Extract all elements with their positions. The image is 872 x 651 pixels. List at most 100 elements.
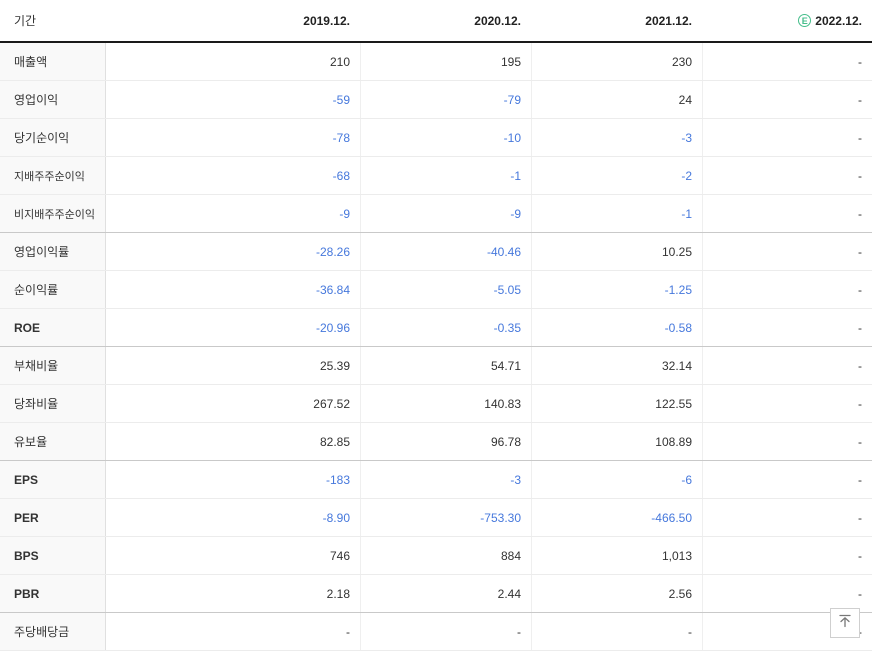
value-cell: -1	[360, 157, 531, 194]
value-cell: -	[702, 347, 872, 384]
value-cell: -	[702, 575, 872, 612]
value-cell: 1,013	[531, 537, 702, 574]
value-cell: -3	[531, 119, 702, 156]
table-row: ROE -20.96 -0.35 -0.58 -	[0, 309, 872, 347]
value-cell: 210	[329, 54, 350, 69]
column-header-2022-estimate: E 2022.12.	[702, 0, 872, 41]
table-row: 영업이익률 -28.26 -40.46 10.25 -	[0, 233, 872, 271]
value-cell: -8.90	[322, 510, 350, 525]
row-label: 매출액	[0, 43, 106, 80]
value-cell: -466.50	[531, 499, 702, 536]
value-cell: -	[702, 81, 872, 118]
value-cell: -	[531, 613, 702, 650]
row-label: EPS	[0, 461, 106, 498]
value-cell: 96.78	[360, 423, 531, 460]
value-cell: -2	[531, 157, 702, 194]
value-cell: -	[702, 385, 872, 422]
value-cell: -36.84	[315, 282, 350, 297]
value-cell: -1.25	[531, 271, 702, 308]
value-cell: -68	[332, 168, 350, 183]
table-row: PER -8.90 -753.30 -466.50 -	[0, 499, 872, 537]
value-cell: 230	[531, 43, 702, 80]
value-cell: -	[702, 461, 872, 498]
value-cell: -	[360, 613, 531, 650]
value-cell: 122.55	[531, 385, 702, 422]
table-row: PBR 2.18 2.44 2.56 -	[0, 575, 872, 613]
value-cell: 82.85	[319, 434, 350, 449]
value-cell: -	[702, 499, 872, 536]
table-row: 매출액 210 195 230 -	[0, 43, 872, 81]
estimate-icon: E	[798, 14, 812, 27]
value-cell: -9	[339, 206, 350, 221]
value-cell: 24	[531, 81, 702, 118]
table-row: 부채비율 25.39 54.71 32.14 -	[0, 347, 872, 385]
value-cell: 884	[360, 537, 531, 574]
scroll-to-top-button[interactable]	[830, 608, 860, 638]
value-cell: -	[702, 195, 872, 232]
table-header-row: 기간 2019.12. 2020.12. 2021.12. E 2022.12.	[0, 0, 872, 43]
value-cell: -1	[531, 195, 702, 232]
table-row: BPS 746 884 1,013 -	[0, 537, 872, 575]
table-row: 영업이익 -59 -79 24 -	[0, 81, 872, 119]
column-header-2021: 2021.12.	[531, 0, 702, 41]
value-cell: 2.18	[326, 586, 350, 601]
row-label: 당기순이익	[0, 119, 106, 156]
value-cell: 140.83	[360, 385, 531, 422]
row-label: 부채비율	[0, 347, 106, 384]
value-cell: 2.44	[360, 575, 531, 612]
value-cell: 2.56	[531, 575, 702, 612]
table-row: EPS -183 -3 -6 -	[0, 461, 872, 499]
period-header: 기간	[0, 0, 106, 41]
value-cell: -	[702, 157, 872, 194]
row-label: BPS	[0, 537, 106, 574]
value-cell: -59	[332, 92, 350, 107]
value-cell: -40.46	[360, 233, 531, 270]
table-row: 당좌비율 267.52 140.83 122.55 -	[0, 385, 872, 423]
value-cell: -5.05	[360, 271, 531, 308]
value-cell: -	[702, 309, 872, 346]
row-label: ROE	[0, 309, 106, 346]
value-cell: -78	[332, 130, 350, 145]
value-cell: 195	[360, 43, 531, 80]
value-cell: -	[702, 43, 872, 80]
row-label: 비지배주주순이익	[0, 195, 106, 232]
value-cell: 746	[329, 548, 350, 563]
value-cell: -	[702, 613, 872, 650]
value-cell: 10.25	[531, 233, 702, 270]
row-label: 지배주주순이익	[0, 157, 106, 194]
value-cell: -753.30	[360, 499, 531, 536]
value-cell: 25.39	[319, 358, 350, 373]
table-row: 유보율 82.85 96.78 108.89 -	[0, 423, 872, 461]
column-header-2019: 2019.12.	[106, 0, 360, 41]
row-label: 당좌비율	[0, 385, 106, 422]
value-cell: -0.58	[531, 309, 702, 346]
value-cell: -	[702, 233, 872, 270]
table-row: 주당배당금 - - - -	[0, 613, 872, 651]
row-label: 영업이익	[0, 81, 106, 118]
value-cell: -	[702, 119, 872, 156]
scroll-to-top-icon	[837, 613, 853, 634]
value-cell: -	[346, 624, 350, 639]
value-cell: -10	[360, 119, 531, 156]
row-label: 유보율	[0, 423, 106, 460]
value-cell: -28.26	[315, 244, 350, 259]
value-cell: 54.71	[360, 347, 531, 384]
value-cell: -	[702, 423, 872, 460]
value-cell: -6	[531, 461, 702, 498]
value-cell: 267.52	[313, 396, 350, 411]
table-row: 지배주주순이익 -68 -1 -2 -	[0, 157, 872, 195]
value-cell: -0.35	[360, 309, 531, 346]
row-label: PER	[0, 499, 106, 536]
value-cell: 108.89	[531, 423, 702, 460]
table-row: 비지배주주순이익 -9 -9 -1 -	[0, 195, 872, 233]
value-cell: -79	[360, 81, 531, 118]
row-label: 순이익률	[0, 271, 106, 308]
row-label: 영업이익률	[0, 233, 106, 270]
value-cell: -183	[325, 472, 350, 487]
row-label: PBR	[0, 575, 106, 612]
value-cell: 32.14	[531, 347, 702, 384]
column-header-2020: 2020.12.	[360, 0, 531, 41]
table-row: 순이익률 -36.84 -5.05 -1.25 -	[0, 271, 872, 309]
value-cell: -	[702, 271, 872, 308]
